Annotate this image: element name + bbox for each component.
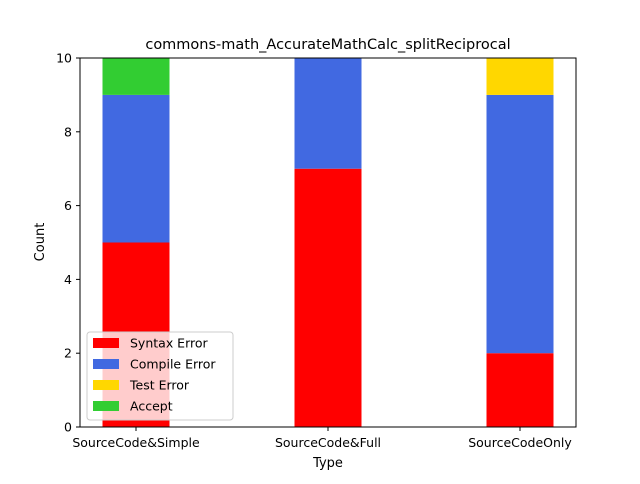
y-tick-label: 6 [64,198,72,213]
y-tick-label: 2 [64,346,72,361]
bar-segment [486,94,554,354]
legend-label: Accept [130,399,173,414]
legend-label: Test Error [129,378,190,393]
bar-segment [294,58,362,169]
y-axis-label: Count [33,223,48,262]
bars-layer [102,58,554,427]
x-tick-label: SourceCode&Simple [72,435,200,450]
bar-segment [486,58,554,95]
bar-segment [294,168,362,427]
legend-label: Compile Error [130,357,216,372]
legend-swatch [93,338,119,348]
legend-swatch [93,401,119,411]
bar-segment [486,353,554,427]
chart-title: commons-math_AccurateMathCalc_splitRecip… [145,37,510,53]
x-tick-label: SourceCodeOnly [468,435,572,450]
x-ticks: SourceCode&Simple SourceCode&Full SourceCo… [72,427,572,450]
legend-swatch [93,380,119,390]
x-tick-label: SourceCode&Full [275,435,381,450]
y-tick-label: 4 [64,272,72,287]
y-tick-label: 0 [64,420,72,435]
y-tick-label: 8 [64,124,72,139]
bar-segment [102,58,170,95]
legend: Syntax Error Compile Error Test Error Accep… [86,331,234,421]
bar-segment [102,94,170,243]
y-ticks: 0 2 4 6 8 10 [56,51,80,435]
legend-swatch [93,359,119,369]
legend-frame [86,331,234,421]
y-tick-label: 10 [56,51,72,66]
legend-label: Syntax Error [130,336,209,351]
x-axis-label: Type [312,456,343,471]
